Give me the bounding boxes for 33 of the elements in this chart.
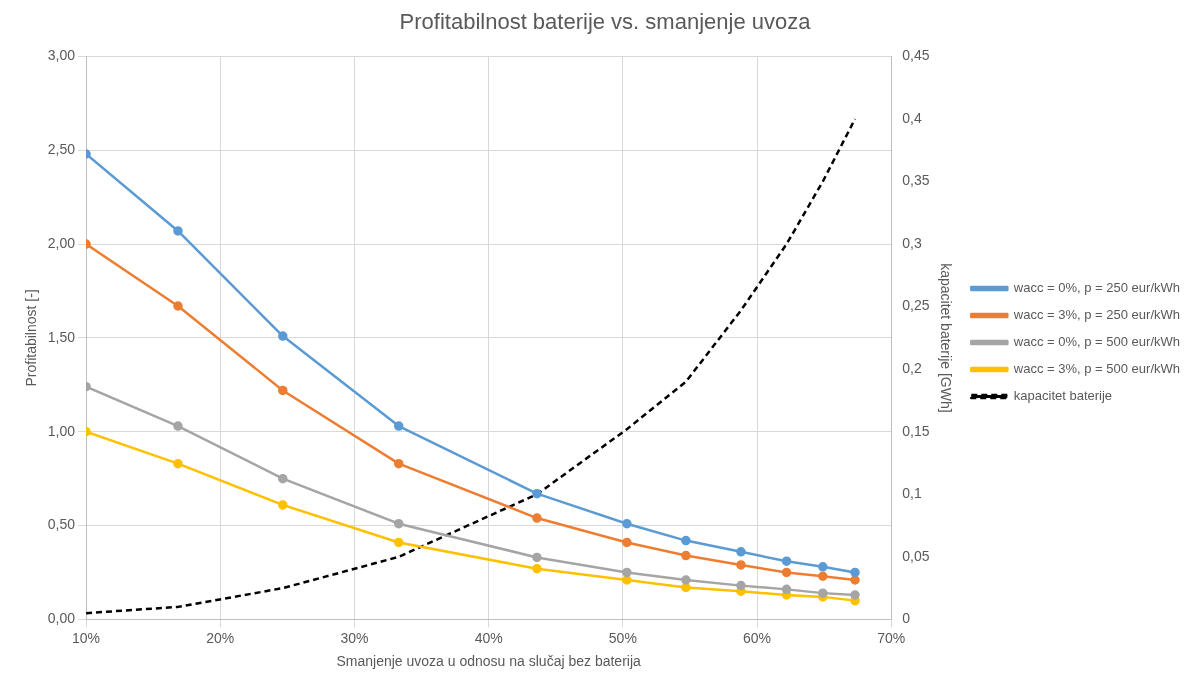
x-tick-label: 20% [206, 629, 235, 646]
y2-tick-label: 0,1 [902, 485, 922, 502]
y2-tick-label: 0,25 [902, 297, 930, 314]
y-tick-label: 0,00 [47, 610, 76, 627]
x-tick-label: 10% [72, 629, 101, 646]
y-tick-label: 2,50 [47, 141, 76, 158]
legend-label: wacc = 0%, p = 500 eur/kWh [1012, 334, 1181, 350]
x-tick-label: 70% [877, 629, 906, 646]
x-tick-label: 60% [743, 629, 772, 646]
y2-tick-label: 0,45 [902, 47, 930, 64]
x-tick-label: 30% [340, 629, 369, 646]
y2-tick-label: 0,2 [902, 360, 922, 377]
y-tick-label: 2,00 [47, 234, 76, 251]
x-tick-label: 50% [608, 629, 637, 646]
x-axis-title: Smanjenje uvoza u odnosu na slučaj bez baterija [336, 653, 642, 670]
legend-label: wacc = 3%, p = 500 eur/kWh [1012, 361, 1181, 377]
y2-axis-title: kapacitet baterije [GWh] [938, 263, 955, 413]
y2-tick-label: 0,15 [902, 422, 930, 439]
y2-tick-label: 0,3 [902, 234, 922, 251]
y2-tick-label: 0,35 [902, 172, 930, 189]
y-axis-title: Profitabilnost [-] [23, 289, 40, 387]
legend-label: kapacitet baterije [1013, 388, 1113, 404]
legend-label: wacc = 0%, p = 250 eur/kWh [1012, 280, 1181, 296]
y-tick-label: 0,50 [47, 516, 76, 533]
y2-tick-label: 0 [902, 610, 911, 627]
chart-title: Profitabilnost baterije vs. smanjenje uvoza [399, 9, 812, 35]
y-tick-label: 3,00 [47, 47, 76, 64]
y2-tick-label: 0,4 [902, 109, 922, 126]
x-tick-label: 40% [474, 629, 503, 646]
y-tick-label: 1,00 [47, 422, 76, 439]
y2-tick-label: 0,05 [902, 547, 930, 564]
legend-label: wacc = 3%, p = 250 eur/kWh [1012, 307, 1181, 323]
y-tick-label: 1,50 [47, 328, 76, 345]
